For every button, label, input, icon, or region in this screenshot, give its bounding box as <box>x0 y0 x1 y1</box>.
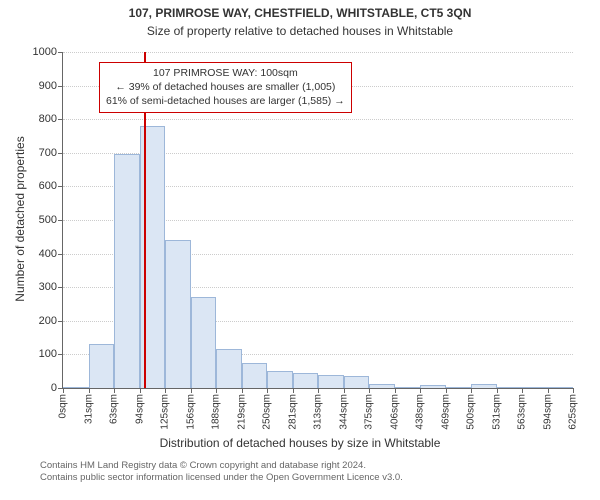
footer-line-2: Contains public sector information licen… <box>40 472 403 484</box>
callout-box: 107 PRIMROSE WAY: 100sqm← 39% of detache… <box>99 62 352 113</box>
xtick-mark <box>267 388 268 393</box>
page-title-2: Size of property relative to detached ho… <box>0 24 600 38</box>
xtick-mark <box>165 388 166 393</box>
x-axis-label: Distribution of detached houses by size … <box>0 436 600 450</box>
gridline <box>63 119 573 120</box>
histogram-bar <box>242 363 268 388</box>
xtick-label: 0sqm <box>58 394 69 418</box>
xtick-label: 313sqm <box>313 394 324 430</box>
xtick-mark <box>420 388 421 393</box>
xtick-mark <box>293 388 294 393</box>
page-title-1: 107, PRIMROSE WAY, CHESTFIELD, WHITSTABL… <box>0 6 600 20</box>
chart-container: 107, PRIMROSE WAY, CHESTFIELD, WHITSTABL… <box>0 0 600 500</box>
xtick-label: 406sqm <box>389 394 400 430</box>
ytick-mark <box>58 254 63 255</box>
callout-line-3: 61% of semi-detached houses are larger (… <box>106 94 345 108</box>
ytick-label: 900 <box>39 80 57 92</box>
xtick-mark <box>548 388 549 393</box>
ytick-mark <box>58 220 63 221</box>
histogram-bar <box>191 297 217 388</box>
histogram-bar <box>471 384 497 388</box>
xtick-label: 63sqm <box>109 394 120 424</box>
xtick-label: 438sqm <box>415 394 426 430</box>
xtick-label: 469sqm <box>440 394 451 430</box>
xtick-label: 531sqm <box>491 394 502 430</box>
xtick-label: 594sqm <box>542 394 553 430</box>
histogram-bar <box>114 154 140 388</box>
xtick-mark <box>369 388 370 393</box>
histogram-bar <box>548 387 574 388</box>
callout-line-2: ← 39% of detached houses are smaller (1,… <box>106 80 345 94</box>
xtick-mark <box>344 388 345 393</box>
ytick-mark <box>58 287 63 288</box>
ytick-mark <box>58 321 63 322</box>
ytick-mark <box>58 119 63 120</box>
histogram-bar <box>522 387 548 388</box>
histogram-bar <box>344 376 370 388</box>
histogram-bar <box>446 387 472 388</box>
xtick-label: 31sqm <box>83 394 94 424</box>
histogram-bar <box>267 371 293 388</box>
histogram-bar <box>89 344 115 388</box>
xtick-mark <box>89 388 90 393</box>
ytick-label: 100 <box>39 348 57 360</box>
xtick-label: 125sqm <box>160 394 171 430</box>
xtick-label: 563sqm <box>517 394 528 430</box>
ytick-mark <box>58 153 63 154</box>
xtick-label: 94sqm <box>134 394 145 424</box>
xtick-label: 250sqm <box>262 394 273 430</box>
xtick-mark <box>191 388 192 393</box>
y-axis-label: Number of detached properties <box>13 129 27 309</box>
xtick-mark <box>497 388 498 393</box>
plot-area: 010020030040050060070080090010000sqm31sq… <box>62 52 573 389</box>
xtick-label: 500sqm <box>466 394 477 430</box>
xtick-mark <box>395 388 396 393</box>
xtick-mark <box>140 388 141 393</box>
histogram-bar <box>293 373 319 388</box>
histogram-bar <box>395 387 421 388</box>
footer-attribution: Contains HM Land Registry data © Crown c… <box>40 460 403 485</box>
histogram-bar <box>369 384 395 388</box>
xtick-mark <box>446 388 447 393</box>
ytick-mark <box>58 186 63 187</box>
ytick-mark <box>58 354 63 355</box>
ytick-label: 0 <box>51 382 57 394</box>
callout-line-1: 107 PRIMROSE WAY: 100sqm <box>106 66 345 80</box>
histogram-bar <box>165 240 191 388</box>
ytick-mark <box>58 52 63 53</box>
footer-line-1: Contains HM Land Registry data © Crown c… <box>40 460 403 472</box>
xtick-label: 188sqm <box>211 394 222 430</box>
xtick-mark <box>242 388 243 393</box>
gridline <box>63 52 573 53</box>
xtick-label: 156sqm <box>185 394 196 430</box>
ytick-label: 600 <box>39 180 57 192</box>
histogram-bar <box>420 385 446 388</box>
ytick-label: 300 <box>39 281 57 293</box>
histogram-bar <box>63 387 89 388</box>
xtick-mark <box>114 388 115 393</box>
xtick-label: 375sqm <box>364 394 375 430</box>
histogram-bar <box>140 126 166 388</box>
xtick-mark <box>471 388 472 393</box>
ytick-label: 500 <box>39 214 57 226</box>
xtick-mark <box>522 388 523 393</box>
histogram-bar <box>497 387 523 388</box>
histogram-bar <box>318 375 344 388</box>
ytick-label: 800 <box>39 113 57 125</box>
xtick-label: 281sqm <box>287 394 298 430</box>
xtick-label: 219sqm <box>236 394 247 430</box>
ytick-mark <box>58 86 63 87</box>
histogram-bar <box>216 349 242 388</box>
ytick-label: 400 <box>39 248 57 260</box>
xtick-mark <box>216 388 217 393</box>
ytick-label: 200 <box>39 315 57 327</box>
xtick-mark <box>573 388 574 393</box>
xtick-mark <box>63 388 64 393</box>
xtick-label: 344sqm <box>338 394 349 430</box>
xtick-label: 625sqm <box>568 394 579 430</box>
ytick-label: 700 <box>39 147 57 159</box>
ytick-label: 1000 <box>33 46 57 58</box>
xtick-mark <box>318 388 319 393</box>
